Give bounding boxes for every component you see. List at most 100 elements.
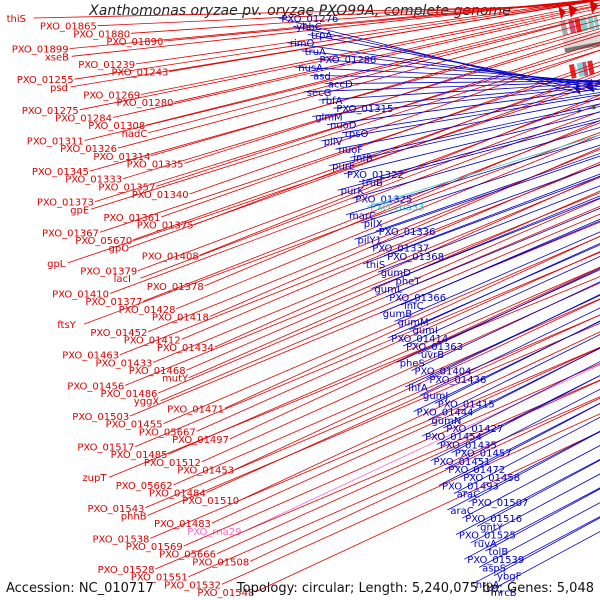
left-gene-label: PXO_01377 (85, 297, 142, 308)
right-label-leader (411, 281, 600, 371)
right-label-leader (354, 155, 600, 240)
left-gene-label: PXO_01367 (42, 228, 99, 239)
right-gene-label: PXO_01525 (459, 531, 516, 542)
right-gene-label: gumI (413, 326, 438, 337)
right-gene-label: mrcB (491, 588, 517, 599)
accession-text: Accession: NC_010717 (6, 581, 154, 596)
right-label-leader (345, 136, 600, 216)
left-label-leader (148, 148, 600, 333)
left-gene-label: PXO_01880 (73, 29, 130, 40)
left-gene-label: PXO_01255 (17, 75, 74, 86)
right-gene-label: PXO_01436 (429, 375, 486, 386)
right-label-leader (362, 175, 600, 265)
left-label-leader (249, 397, 600, 562)
right-gene-label: hrpA (476, 580, 500, 591)
right-gene-label: PXO_01493 (442, 481, 499, 492)
right-gene-label: pilY1 (358, 235, 382, 246)
right-label-leader (333, 84, 600, 109)
right-label-leader (388, 244, 600, 339)
right-gene-label: secG (307, 88, 332, 99)
right-label-leader (369, 164, 600, 248)
right-gene-label: PXO_01454 (425, 432, 482, 443)
left-gene-label: PXO_01280 (117, 98, 174, 109)
left-label-leader (189, 49, 600, 195)
left-gene-label: PXO_01275 (22, 106, 79, 117)
left-label-leader (216, 380, 600, 555)
right-label-leader (358, 117, 600, 183)
left-gene-label: PXO_01373 (37, 198, 94, 209)
right-gene-label: gumD (381, 268, 411, 279)
left-gene-label: gpE (70, 205, 89, 216)
right-label-leader (447, 430, 600, 511)
right-gene-label: truA (305, 47, 326, 58)
left-label-leader (209, 147, 600, 317)
left-label-leader (148, 14, 600, 134)
left-gene-label: PXO_01510 (182, 496, 239, 507)
left-gene-label: xseB (45, 52, 69, 63)
right-label-leader (360, 144, 600, 224)
left-gene-label: PXO_01410 (52, 290, 109, 301)
right-gene-label: PXO_01444 (417, 408, 474, 419)
left-label-leader (181, 161, 600, 340)
right-gene-label: pheT (396, 276, 422, 287)
function-category-bar (587, 60, 595, 75)
right-gene-label: asd (313, 71, 331, 82)
left-gene-label: PXO_01538 (93, 534, 150, 545)
function-category-bar (582, 61, 589, 76)
right-gene-label: nusA (298, 63, 323, 74)
genome-info-text: Topology: circular; Length: 5,240,075 bp… (236, 581, 594, 596)
left-label-leader (188, 198, 600, 379)
left-label-leader (112, 7, 600, 118)
right-label-leader (413, 321, 600, 412)
right-label-leader (451, 375, 600, 453)
right-label-leader (383, 173, 600, 257)
left-gene-label: PXO_01428 (119, 305, 176, 316)
left-label-leader (199, 94, 600, 256)
left-gene-label: PXO_05662 (116, 481, 173, 492)
left-gene-label: PXO_01486 (101, 389, 158, 400)
left-label-leader (211, 347, 600, 524)
right-gene-label: aspS (482, 563, 506, 574)
right-label-leader (367, 134, 600, 207)
left-gene-label: PXO_01408 (142, 251, 199, 262)
right-gene-label: PXO_01539 (467, 555, 524, 566)
left-label-leader (188, 396, 600, 578)
left-gene-label: zupT (82, 473, 107, 484)
right-label-leader (402, 256, 600, 347)
left-gene-label: nadC (122, 129, 148, 140)
right-label-leader (375, 153, 600, 232)
right-label-leader (394, 231, 600, 322)
left-gene-label: PXO_01517 (77, 443, 134, 454)
right-gene-label: PXO_01435 (440, 440, 497, 451)
right-gene-label: PXO_01516 (465, 514, 522, 525)
right-label-leader (443, 347, 600, 429)
right-label-leader (460, 403, 600, 478)
left-gene-label: PXO_01418 (152, 313, 209, 324)
right-gene-label: marC (349, 211, 376, 222)
right-label-leader (392, 195, 600, 281)
right-label-leader (329, 105, 600, 166)
right-gene-label: ruvA (474, 539, 497, 550)
left-gene-label: psd (50, 83, 68, 94)
left-gene-label: gpO (109, 244, 130, 255)
right-gene-label: PXO_01507 (472, 498, 529, 509)
right-gene-label: gumN (431, 416, 461, 427)
left-label-leader (201, 282, 600, 463)
left-label-leader (119, 163, 600, 356)
right-label-leader (472, 516, 600, 585)
left-label-leader (94, 45, 600, 203)
left-label-leader (143, 122, 600, 302)
left-gene-label: PXO_01468 (129, 366, 186, 377)
left-label-leader (33, 6, 561, 19)
right-gene-label: pheS (400, 358, 425, 369)
left-gene-label: phhB (121, 512, 147, 523)
right-label-leader (470, 473, 600, 544)
right-gene-label: rbfA (322, 96, 343, 107)
right-gene-label: PXO_01458 (463, 473, 520, 484)
left-gene-label: PXO_01340 (132, 190, 189, 201)
right-label-leader (455, 458, 600, 535)
right-gene-label: infC (404, 301, 424, 312)
right-label-leader (419, 307, 600, 396)
right-label-leader (478, 502, 600, 568)
